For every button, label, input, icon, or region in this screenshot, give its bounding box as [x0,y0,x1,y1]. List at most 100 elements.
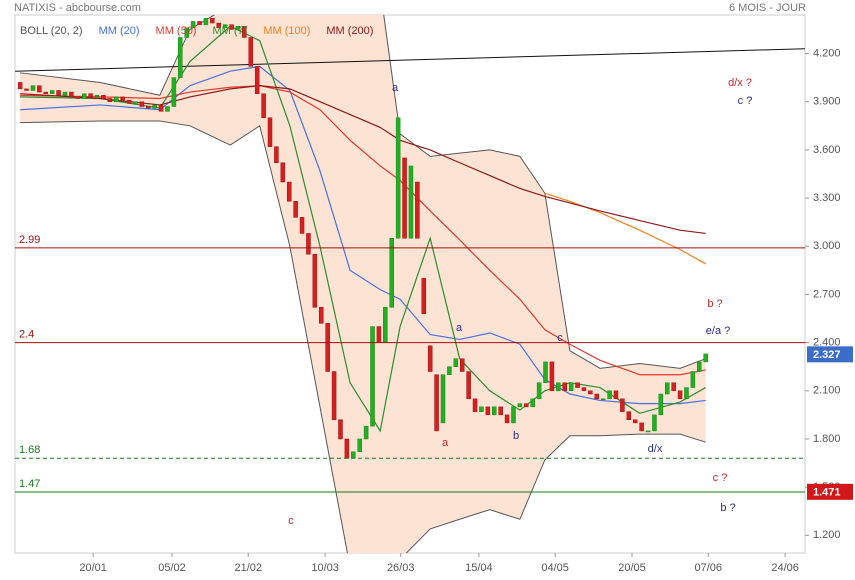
candle [479,406,484,412]
candle [306,233,311,255]
candle [511,406,516,424]
candle [671,382,676,392]
annotation: b ? [707,298,722,310]
price-tag-label: 2.327 [813,349,841,361]
candle [17,82,23,90]
y-tick-label: 3.000 [813,240,841,252]
annotation: e/a ? [706,325,730,337]
level-label: 1.47 [19,478,40,490]
band-lower [20,120,706,553]
candle [229,24,234,30]
candle [30,85,36,91]
y-tick-label: 2.400 [813,337,841,349]
candle [472,398,478,412]
level-label: 1.68 [19,444,40,456]
candle [24,88,29,91]
candle [395,117,401,239]
y-tick-label: 1.800 [813,433,841,445]
candle [408,165,414,239]
candle [459,358,465,372]
candle [383,307,388,343]
candle [286,181,292,202]
candle [101,95,106,99]
candle [498,406,503,416]
x-tick-label: 20/01 [79,562,107,574]
legend-entry: MM (20) [99,25,140,37]
candle [543,361,548,384]
candle [427,345,433,372]
overlay: 2.99 2.4 1.68 1.47 d/x ? c ? a b ? e/a ? a c a b d/x c… [15,25,805,527]
candle [389,237,394,308]
legend-entry: MM (7) [212,25,247,37]
y-tick-label: 3.600 [813,144,841,156]
candle [139,101,145,107]
candle [81,93,87,99]
candle [203,17,209,25]
candle [351,451,356,459]
annotation: d/x [648,443,663,455]
candle [146,106,151,109]
candle [235,25,241,30]
candle [440,374,446,424]
candle [415,181,420,239]
candle [492,406,497,416]
x-tick-label: 05/02 [158,562,186,574]
candle [684,387,689,400]
annotation: b ? [720,502,735,514]
candle [344,438,350,459]
candle [600,398,606,401]
candle [530,398,535,408]
candle [504,414,510,424]
candle [37,85,42,93]
candle [626,411,632,420]
x-tick-label: 24/06 [771,562,799,574]
candle [184,27,189,38]
candle [645,430,651,433]
x-tick-label: 20/05 [618,562,646,574]
candle [280,162,286,183]
candle [190,21,196,29]
candle [274,146,279,163]
x-tick-label: 21/02 [234,562,262,574]
y-tick-label: 4.200 [813,47,841,59]
candle [242,25,247,38]
y-tick-label: 2.100 [813,385,841,397]
candle [49,90,55,94]
candle [562,382,567,392]
candle [152,104,157,109]
candle [639,422,644,432]
candle [248,37,254,67]
candle [133,101,138,104]
candle [376,326,382,343]
annotation: c [557,332,563,344]
candle [331,371,337,420]
candle [556,382,561,392]
annotation: d/x ? [728,77,752,89]
annotation: c ? [738,95,753,107]
candle [664,382,670,395]
level-label: 2.4 [19,329,34,341]
legend-entry: MM (200) [326,25,373,37]
candle [703,353,708,363]
candle [536,382,542,400]
candle [178,37,183,78]
chart-title: NATIXIS - abcbourse.com [14,2,141,14]
candle [107,98,113,102]
candle [94,95,100,98]
x-tick-label: 15/04 [465,562,493,574]
candle [338,419,343,440]
candle [652,414,657,432]
candle [62,91,68,96]
candle [466,371,471,400]
candle [485,406,491,416]
candle [56,90,61,96]
annotation: b [513,430,519,442]
chart-subtitle: 6 MOIS - JOUR [729,2,806,14]
trendline [15,48,805,72]
y-tick-label: 3.900 [813,96,841,108]
candle [613,390,619,400]
candle [222,24,228,29]
candle [658,393,664,416]
candle [120,96,125,101]
candle [216,22,221,29]
